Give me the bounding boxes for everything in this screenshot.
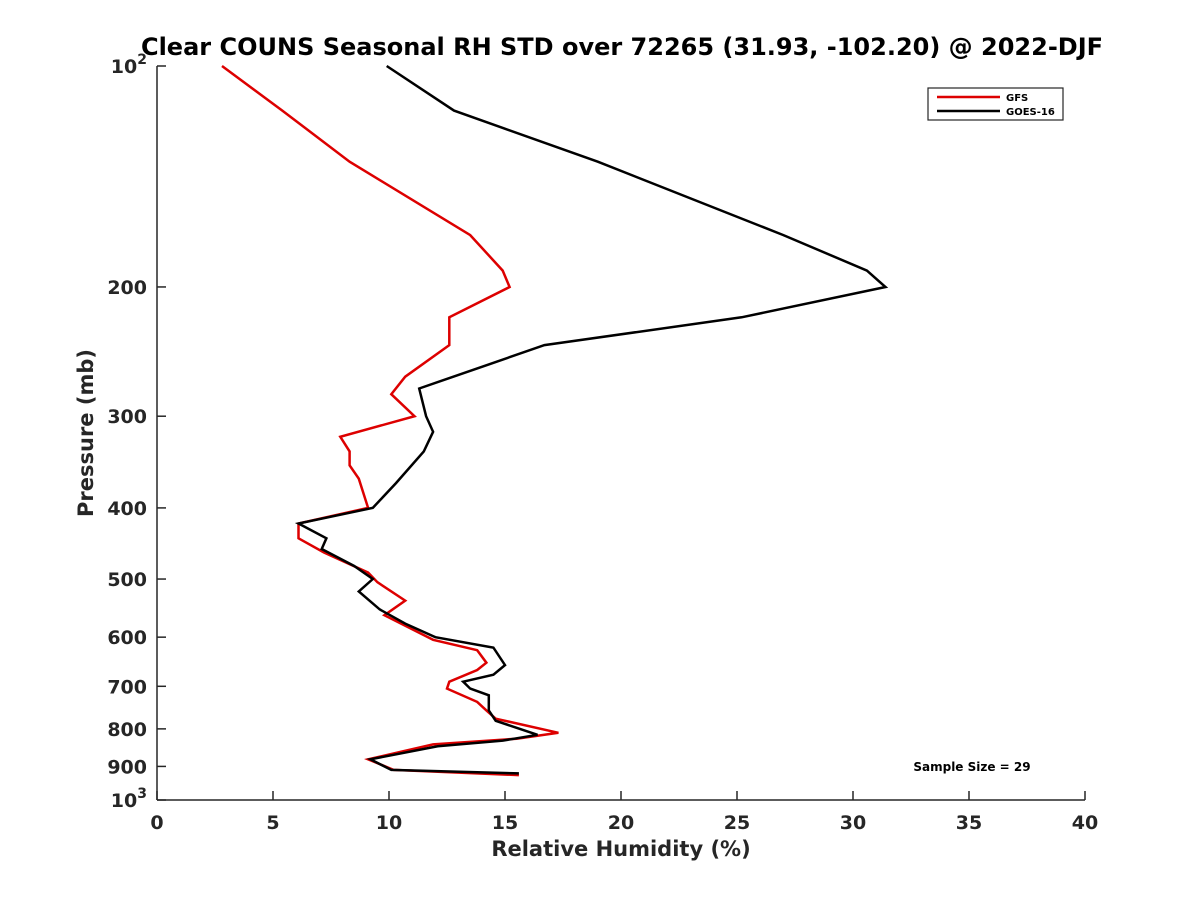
x-tick-label: 5	[266, 812, 279, 834]
x-tick-label: 25	[724, 812, 750, 834]
y-tick-label: 300	[107, 406, 147, 428]
legend-label-goes16: GOES-16	[1006, 107, 1055, 118]
x-tick-label: 35	[956, 812, 982, 834]
series-line-gfs	[221, 64, 559, 777]
x-tick-label: 20	[608, 812, 634, 834]
series-layer	[221, 64, 889, 777]
x-ticks: 0 5 10 15 20 25 30 35 40	[150, 791, 1098, 834]
y-tick-label: 600	[107, 627, 147, 649]
x-tick-label: 15	[492, 812, 518, 834]
chart-title: Clear COUNS Seasonal RH STD over 72265 (…	[141, 33, 1103, 61]
y-tick-label: 800	[107, 719, 147, 741]
legend: GFS GOES-16	[927, 87, 1064, 121]
x-axis-label: Relative Humidity (%)	[491, 837, 750, 861]
y-tick-label: 900	[107, 756, 147, 778]
y-tick-label: 200	[107, 277, 147, 299]
sample-size-annotation: Sample Size = 29	[913, 760, 1030, 774]
x-tick-label: 0	[150, 812, 163, 834]
legend-box	[927, 87, 1064, 121]
y-tick-label: 700	[107, 676, 147, 698]
x-tick-label: 40	[1072, 812, 1098, 834]
y-tick-label: 500	[107, 569, 147, 591]
y-tick-label: 102	[111, 52, 147, 78]
x-tick-label: 10	[376, 812, 402, 834]
series-line-goes16	[294, 64, 889, 775]
y-axis-label: Pressure (mb)	[74, 349, 98, 517]
plot-axes	[156, 66, 1085, 801]
x-tick-label: 30	[840, 812, 866, 834]
legend-label-gfs: GFS	[1006, 93, 1028, 104]
y-tick-label: 103	[111, 786, 147, 812]
y-tick-label: 400	[107, 498, 147, 520]
y-ticks: 102 200 300 400 500 600 700 800 900 103	[107, 52, 166, 812]
